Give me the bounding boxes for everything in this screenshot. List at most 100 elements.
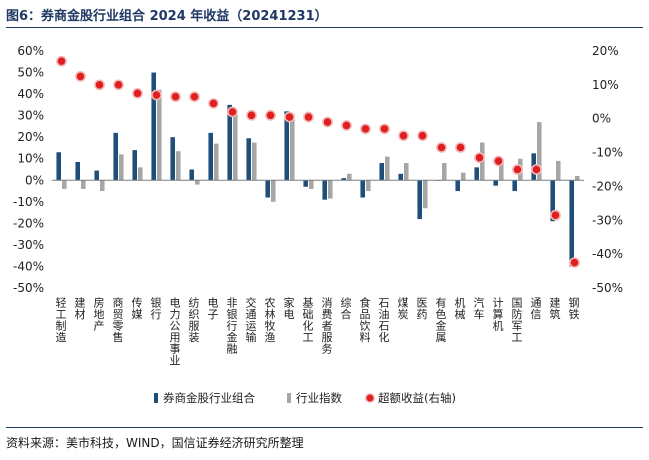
y-left-tick-label: -30%: [13, 238, 44, 252]
bar-industry-index: [499, 163, 504, 181]
y-left-tick-label: 30%: [17, 109, 44, 123]
bar-industry-index: [195, 180, 200, 185]
legend-swatch-excess: [365, 393, 375, 403]
excess-return-point: [189, 91, 200, 103]
x-category-label: 纺织服装: [187, 296, 200, 344]
bar-industry-index: [81, 180, 86, 189]
y-left-tick-label: -10%: [13, 195, 44, 209]
excess-return-point: [303, 111, 314, 123]
chart: -50% -40% -30% -20% -10% 0% 10% 20% 30% 40% 50% 60%…: [13, 44, 623, 405]
bar-portfolio: [512, 180, 517, 192]
bar-industry-index: [233, 113, 238, 181]
legend-label-industry: 行业指数: [296, 391, 342, 405]
excess-return-point: [341, 120, 352, 131]
bar-portfolio: [398, 173, 403, 181]
x-category-label: 基础化工: [301, 297, 314, 343]
bar-portfolio: [379, 163, 384, 181]
bar-portfolio: [569, 180, 574, 267]
excess-return-point: [455, 142, 466, 153]
excess-return-point: [512, 164, 523, 175]
x-category-label: 银行: [149, 296, 162, 321]
x-category-label: 建筑: [548, 296, 561, 320]
bar-industry-index: [62, 180, 67, 189]
x-category-label: 交通运输: [244, 296, 257, 344]
x-category-label: 家电: [282, 296, 295, 320]
excess-return-point: [531, 164, 542, 175]
bar-portfolio: [493, 180, 498, 186]
bar-industry-index: [556, 160, 561, 181]
bar-industry-index: [423, 180, 428, 209]
x-category-label: 电力公用事业: [168, 297, 181, 366]
x-category-label: 机械: [453, 296, 466, 321]
bar-industry-index: [366, 180, 371, 192]
y-right-tick-label: -20%: [592, 179, 623, 193]
legend-swatch-portfolio: [154, 393, 158, 403]
excess-return-point: [208, 98, 219, 109]
bar-industry-index: [214, 143, 219, 181]
bar-industry-index: [100, 180, 105, 192]
x-category-label: 煤炭: [396, 297, 409, 321]
y-left-tick-label: 10%: [17, 152, 44, 166]
bar-portfolio: [227, 104, 232, 181]
bar-industry-index: [271, 180, 276, 202]
bar-portfolio: [113, 132, 118, 181]
x-category-label: 农林牧渔: [263, 296, 276, 344]
bar-portfolio: [75, 161, 80, 181]
bottom-divider: [6, 427, 643, 428]
excess-return-point: [170, 91, 181, 103]
x-category-label: 商贸零售: [111, 296, 124, 344]
bar-portfolio: [341, 178, 346, 181]
x-category-label: 汽车: [472, 296, 485, 321]
excess-return-point: [550, 209, 561, 221]
bar-industry-index: [385, 156, 390, 181]
y-left-tick-label: 60%: [17, 44, 44, 58]
excess-return-point: [246, 109, 257, 121]
x-category-label: 钢铁: [567, 297, 580, 320]
bar-industry-index: [138, 167, 143, 181]
bar-portfolio: [189, 169, 194, 181]
excess-return-point: [360, 123, 371, 135]
y-right-tick-label: -40%: [592, 247, 623, 261]
bar-industry-index: [575, 175, 580, 181]
excess-return-point: [265, 109, 276, 121]
y-right-tick-label: 10%: [592, 78, 619, 92]
y-right-tick-label: 0%: [592, 112, 611, 126]
x-category-label: 轻工制造: [54, 296, 67, 343]
excess-return-point: [569, 257, 580, 269]
x-category-label: 有色金属: [434, 296, 447, 344]
excess-return-point: [56, 55, 67, 67]
y-left-tick-label: -40%: [13, 259, 44, 273]
x-category-label: 食品饮料: [358, 296, 371, 344]
bar-industry-index: [347, 173, 352, 181]
figure-title: 图6：券商金股行业组合 2024 年收益（20241231）: [6, 9, 328, 24]
bar-portfolio: [455, 180, 460, 192]
bar-industry-index: [442, 163, 447, 181]
x-category-label: 消费者服务: [320, 296, 333, 355]
excess-return-point: [322, 116, 333, 128]
y-left-tick-label: 0%: [25, 173, 44, 187]
x-category-label: 国防军工: [510, 297, 523, 343]
excess-return-point: [284, 111, 295, 123]
excess-return-point: [493, 155, 504, 167]
bar-industry-index: [309, 180, 314, 189]
excess-return-point: [398, 130, 409, 142]
y-left-tick-label: 20%: [17, 130, 44, 144]
top-divider: [6, 27, 643, 28]
bar-industry-index: [157, 89, 162, 181]
bar-industry-index: [537, 122, 542, 181]
x-category-label: 非银行金融: [225, 297, 238, 355]
bar-portfolio: [208, 132, 213, 181]
x-category-label: 综合: [339, 296, 352, 320]
bar-portfolio: [322, 180, 327, 200]
y-right-tick-label: 20%: [592, 44, 619, 58]
bar-portfolio: [56, 152, 61, 181]
excess-return-point: [417, 130, 428, 142]
excess-return-point: [227, 106, 238, 118]
bar-portfolio: [132, 150, 137, 181]
bar-portfolio: [550, 180, 555, 222]
bar-industry-index: [328, 180, 333, 199]
x-category-label: 通信: [529, 297, 542, 321]
bar-industry-index: [252, 142, 257, 181]
y-right-tick-label: -10%: [592, 146, 623, 160]
x-category-label: 石油石化: [377, 297, 390, 343]
